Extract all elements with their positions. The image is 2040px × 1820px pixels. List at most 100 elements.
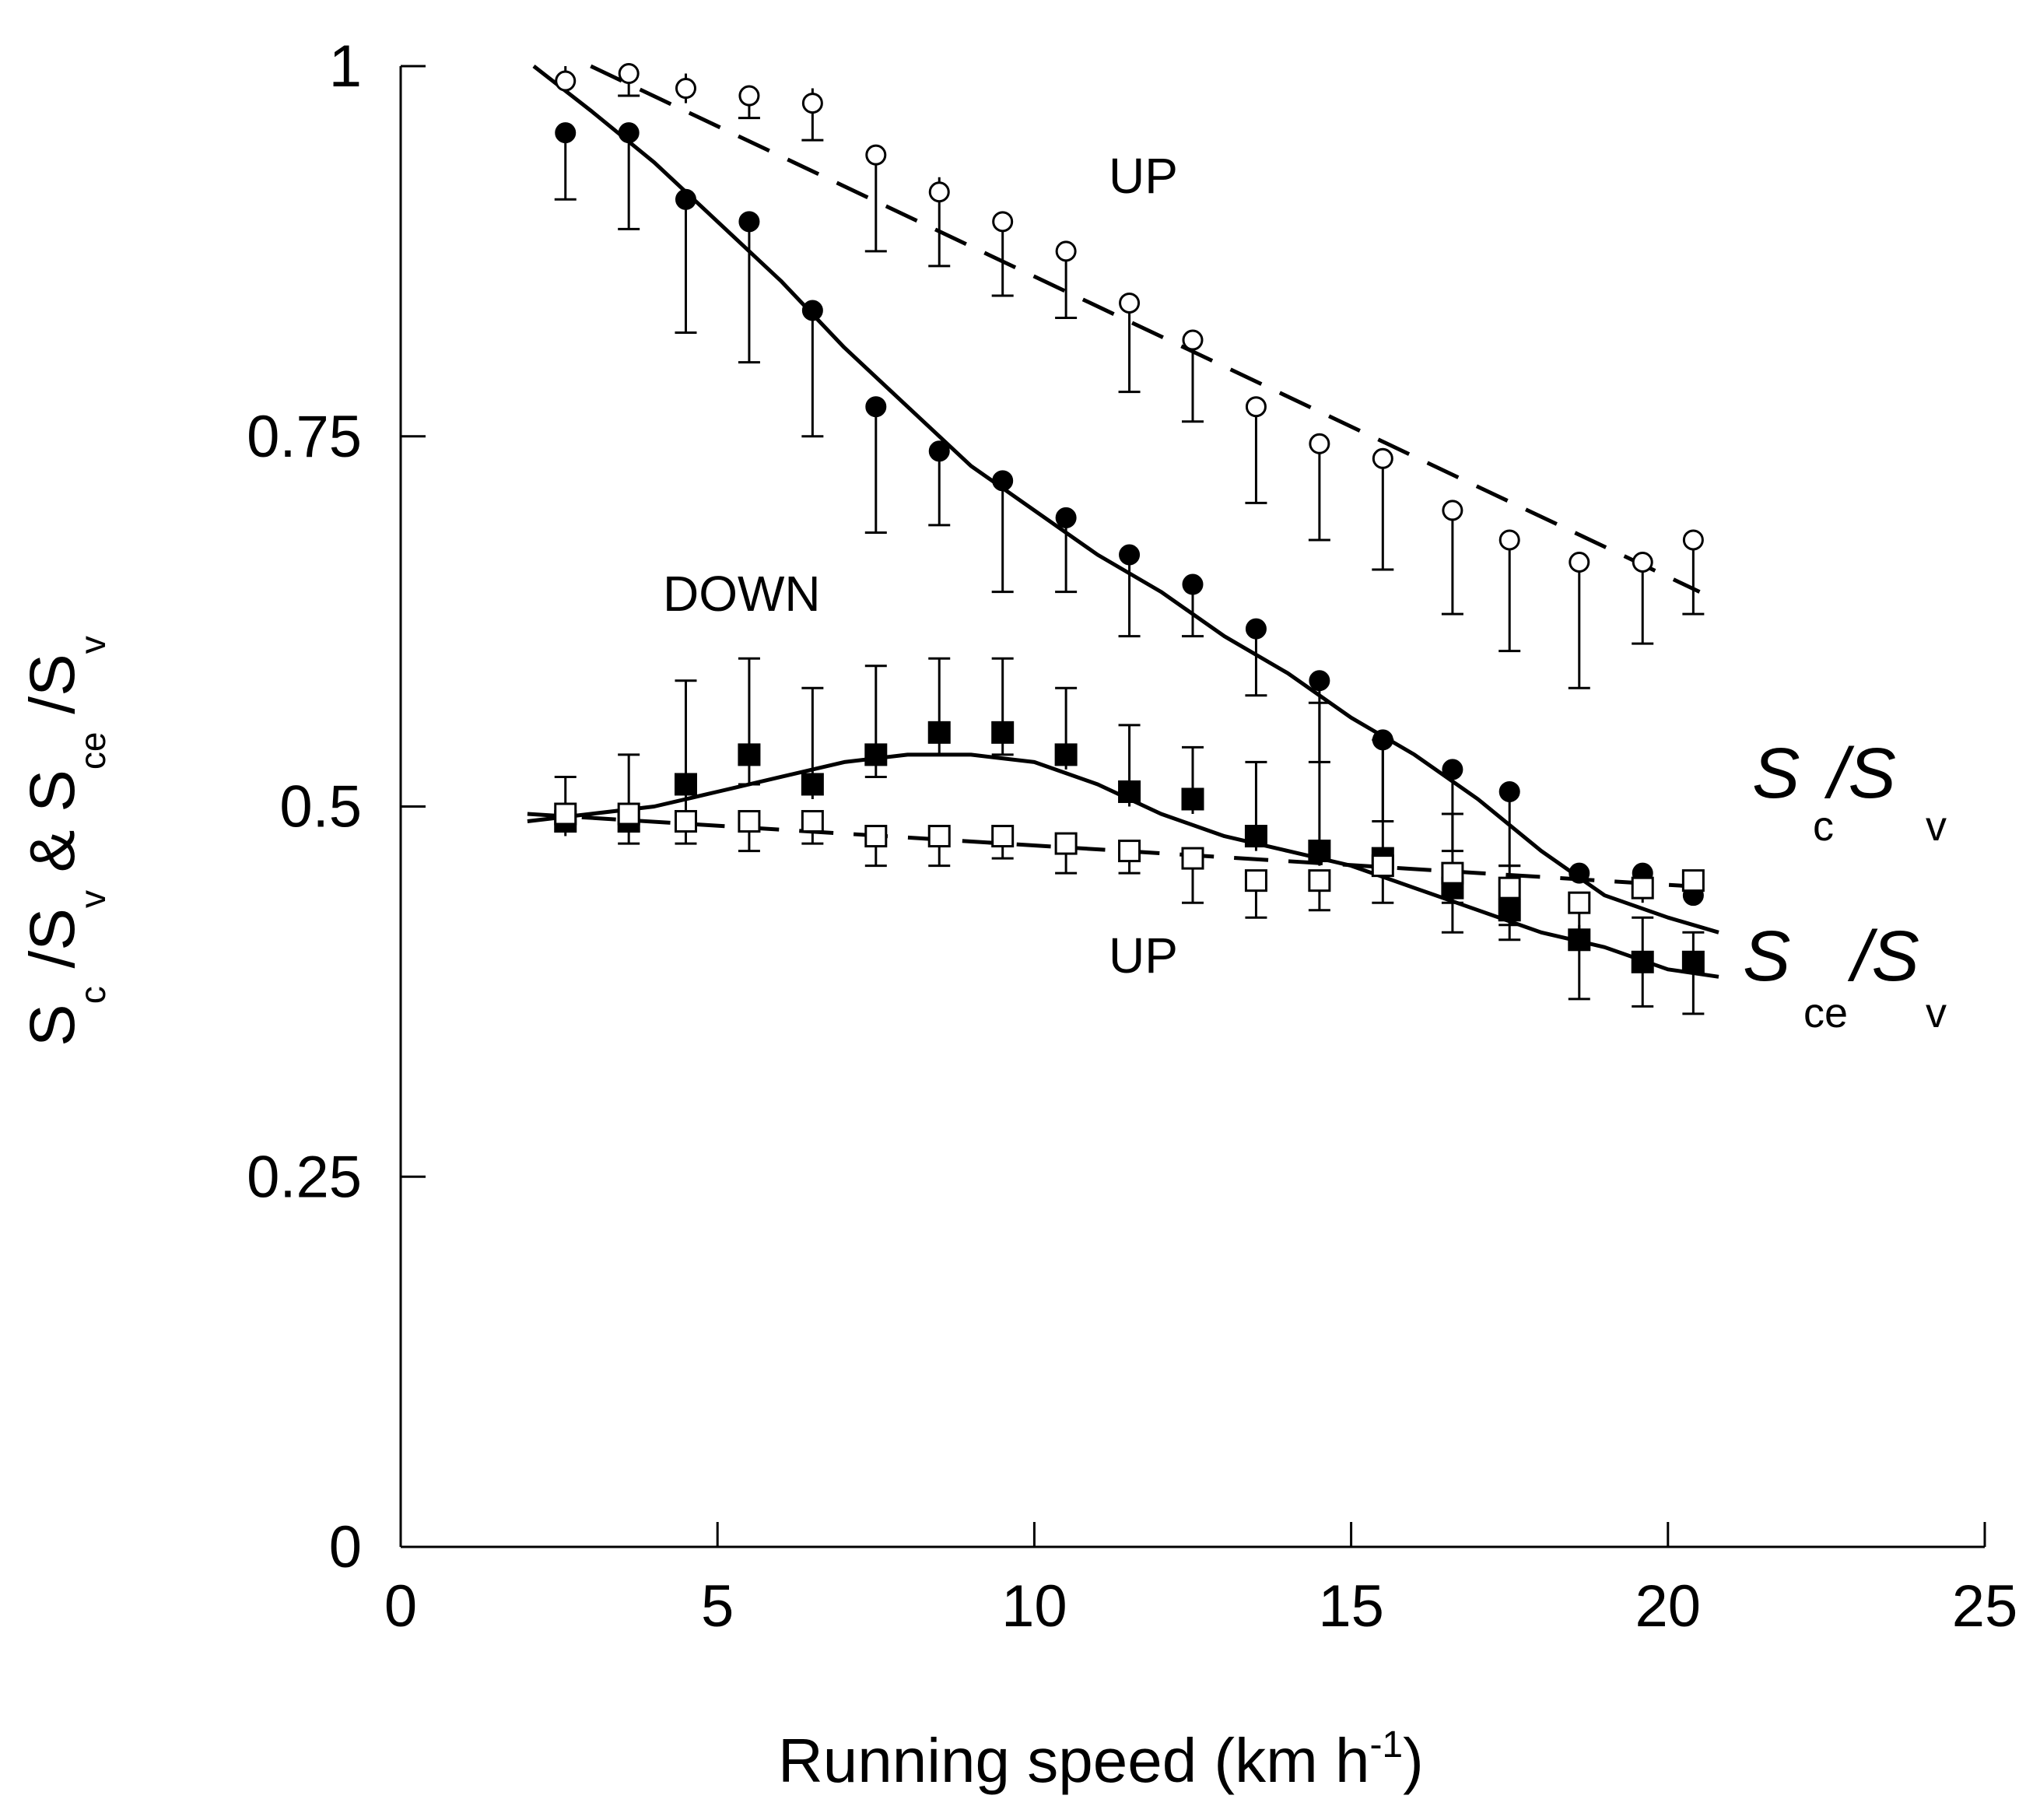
data-point-filled-square bbox=[864, 743, 888, 766]
error-bar bbox=[801, 303, 824, 438]
data-point-filled-circle bbox=[555, 122, 577, 144]
data-point-open-circle bbox=[1632, 552, 1653, 573]
data-point-filled-circle bbox=[1245, 618, 1267, 640]
data-point-open-circle bbox=[1182, 329, 1204, 351]
y-label-v1: v bbox=[72, 890, 113, 908]
y-axis: 0 0.25 0.5 0.75 1 bbox=[247, 33, 426, 1580]
legend-sc-v: v bbox=[1926, 803, 1947, 850]
data-point-filled-circle bbox=[618, 122, 640, 144]
data-point-open-circle bbox=[865, 144, 887, 166]
error-bar bbox=[991, 473, 1014, 594]
error-bar bbox=[738, 214, 760, 364]
data-point-open-circle bbox=[928, 181, 950, 203]
data-point-open-square bbox=[1118, 840, 1141, 863]
data-point-open-square bbox=[1371, 854, 1394, 878]
data-point-filled-circle bbox=[928, 440, 950, 462]
data-point-open-circle bbox=[738, 85, 760, 107]
legend-sc-slash: /S bbox=[1824, 734, 1896, 813]
data-point-filled-square bbox=[1244, 825, 1267, 848]
legend-sce-s: S bbox=[1743, 917, 1790, 996]
data-point-open-square bbox=[1681, 869, 1705, 892]
data-point-open-square bbox=[991, 825, 1015, 848]
data-point-open-circle bbox=[618, 63, 640, 85]
x-tick-label: 10 bbox=[1001, 1573, 1067, 1639]
data-point-open-square bbox=[1244, 869, 1267, 892]
data-point-filled-circle bbox=[1569, 862, 1590, 884]
y-axis-label: Sc /Sv & Sce /Sv bbox=[17, 636, 113, 1047]
error-bars bbox=[554, 66, 1705, 1015]
legend-sc-s: S bbox=[1752, 734, 1800, 813]
data-point-open-square bbox=[554, 802, 577, 826]
legend-sce-sub: ce bbox=[1803, 990, 1848, 1036]
x-tick-label: 15 bbox=[1318, 1573, 1384, 1639]
data-point-filled-circle bbox=[865, 396, 887, 418]
y-label-v2: v bbox=[72, 636, 113, 654]
data-point-open-square bbox=[1054, 832, 1078, 855]
fit-line-series-3 bbox=[527, 812, 1719, 890]
x-tick-label: 5 bbox=[701, 1573, 734, 1639]
data-point-filled-square bbox=[1498, 899, 1521, 922]
data-point-open-square bbox=[1441, 861, 1464, 885]
data-point-open-square bbox=[801, 810, 824, 833]
data-point-open-circle bbox=[1309, 433, 1330, 454]
y-label-amp: & S bbox=[17, 770, 88, 890]
data-point-open-square bbox=[1498, 876, 1521, 899]
data-point-filled-circle bbox=[1442, 759, 1463, 780]
data-point-filled-circle bbox=[1498, 780, 1520, 802]
data-point-open-square bbox=[1181, 847, 1204, 870]
data-point-open-square bbox=[617, 802, 640, 826]
data-point-open-square bbox=[1631, 876, 1654, 899]
data-point-filled-circle bbox=[1055, 507, 1077, 528]
data-point-open-circle bbox=[555, 70, 577, 92]
data-point-open-circle bbox=[801, 93, 823, 114]
y-label-ce: ce bbox=[72, 731, 113, 770]
y-label-slash1: /S bbox=[17, 908, 88, 986]
y-label-slash2: /S bbox=[17, 654, 88, 731]
data-point-open-square bbox=[674, 810, 697, 833]
legend-sc-sub: c bbox=[1813, 803, 1834, 850]
data-point-filled-square bbox=[1118, 780, 1141, 803]
data-point-open-circle bbox=[1569, 552, 1590, 573]
data-point-open-square bbox=[927, 825, 951, 848]
data-point-filled-circle bbox=[801, 300, 823, 321]
data-point-open-circle bbox=[1442, 500, 1463, 521]
x-tick-label: 20 bbox=[1635, 1573, 1702, 1639]
y-tick-label: 0.75 bbox=[247, 404, 362, 470]
y-ticks: 0 0.25 0.5 0.75 1 bbox=[247, 33, 426, 1580]
data-point-open-circle bbox=[1055, 240, 1077, 262]
data-point-open-square bbox=[738, 810, 761, 833]
annotation-down: DOWN bbox=[663, 566, 821, 622]
data-point-filled-circle bbox=[1119, 544, 1141, 566]
legend-sce-sv: S ce /S v bbox=[1743, 917, 1947, 1036]
legend-sce-slash: /S bbox=[1847, 917, 1919, 996]
data-point-filled-square bbox=[991, 721, 1015, 744]
annotation-up-top: UP bbox=[1109, 148, 1178, 204]
data-point-filled-circle bbox=[675, 188, 696, 210]
data-point-open-square bbox=[1308, 869, 1331, 892]
data-point-filled-square bbox=[927, 721, 951, 744]
data-point-filled-square bbox=[1308, 840, 1331, 863]
data-point-open-circle bbox=[992, 211, 1014, 233]
data-point-filled-circle bbox=[1372, 729, 1393, 751]
data-point-filled-square bbox=[801, 773, 824, 796]
x-axis-label: Running speed (km h-1) bbox=[778, 1724, 1424, 1795]
data-markers bbox=[554, 63, 1705, 973]
y-tick-label: 0.25 bbox=[247, 1144, 362, 1210]
error-bar bbox=[1441, 503, 1463, 615]
y-label-s1: S bbox=[17, 1004, 88, 1047]
error-bar bbox=[1308, 701, 1330, 866]
data-point-open-circle bbox=[1682, 529, 1704, 551]
data-point-open-circle bbox=[1245, 396, 1267, 418]
error-bar bbox=[1372, 451, 1394, 571]
annotation-up-bottom: UP bbox=[1109, 928, 1178, 984]
data-point-open-square bbox=[1568, 891, 1591, 914]
x-axis-label-sup: -1 bbox=[1369, 1724, 1403, 1766]
data-point-filled-circle bbox=[992, 470, 1014, 492]
error-bar bbox=[1568, 554, 1590, 689]
x-tick-label: 0 bbox=[384, 1573, 417, 1639]
data-point-open-circle bbox=[1372, 447, 1393, 469]
error-bar bbox=[675, 191, 697, 335]
data-point-filled-circle bbox=[738, 211, 760, 233]
x-axis-label-close: ) bbox=[1403, 1726, 1424, 1795]
